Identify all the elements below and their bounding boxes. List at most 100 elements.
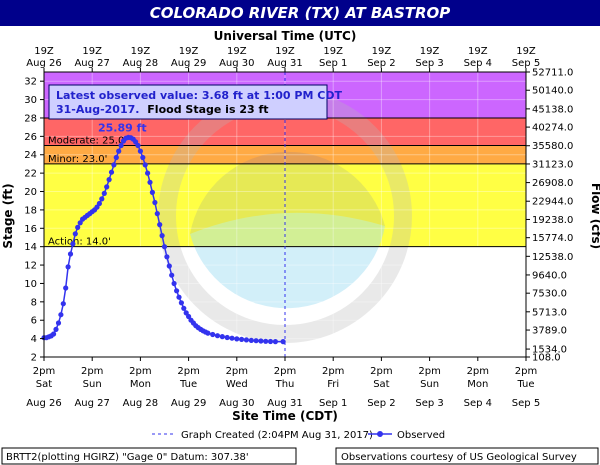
latest-observed-text: Latest observed value: 3.68 ft at 1:00 P… <box>56 89 342 102</box>
observed-point <box>145 170 151 176</box>
observed-point <box>113 154 119 161</box>
bottom-tick-date: Sep 3 <box>415 398 443 409</box>
top-tick-date: Aug 28 <box>123 58 158 69</box>
top-tick-date: Sep 5 <box>512 58 540 69</box>
flow-tick-label: 1534.0 <box>532 345 567 356</box>
bottom-tick-day: Fri <box>327 379 339 390</box>
top-tick-time: 19Z <box>131 46 151 57</box>
top-tick-date: Sep 1 <box>319 58 347 69</box>
top-tick-date: Aug 30 <box>219 58 254 69</box>
flow-tick-label: 5713.0 <box>532 307 567 318</box>
minor-flood-band <box>44 145 526 164</box>
flow-tick-label: 12538.0 <box>532 252 573 263</box>
observed-point <box>152 199 158 206</box>
stage-tick-label: 4 <box>31 334 37 345</box>
observed-point <box>65 264 71 270</box>
peak-label: 25.89 ft <box>98 121 147 134</box>
observed-point <box>147 179 153 185</box>
observed-point <box>267 338 274 345</box>
footer-datum: BRTT2(plotting HGIRZ) "Gage 0" Datum: 30… <box>6 452 249 463</box>
stage-tick-label: 16 <box>24 224 37 235</box>
flow-tick-label: 45138.0 <box>532 104 573 115</box>
bottom-tick-time: 2pm <box>370 366 392 377</box>
stage-tick-label: 2 <box>31 353 37 364</box>
bottom-tick-time: 2pm <box>129 366 151 377</box>
stage-tick-label: 30 <box>24 95 37 106</box>
observed-point <box>181 305 187 311</box>
top-tick-time: 19Z <box>82 46 102 57</box>
top-tick-date: Aug 31 <box>267 58 302 69</box>
stage-tick-label: 24 <box>24 150 37 161</box>
top-tick-time: 19Z <box>34 46 54 57</box>
stage-tick-label: 32 <box>24 77 37 88</box>
observed-point <box>164 254 170 260</box>
stage-axis-title: Stage (ft) <box>1 183 15 248</box>
observed-point <box>234 336 240 342</box>
observed-point <box>108 169 115 175</box>
observed-point <box>205 330 211 336</box>
flow-tick-label: 35580.0 <box>532 141 573 152</box>
title-bar <box>0 0 600 26</box>
top-tick-time: 19Z <box>468 46 488 57</box>
observed-point <box>171 280 177 287</box>
observed-point <box>210 331 216 338</box>
bottom-tick-time: 2pm <box>467 366 489 377</box>
stage-tick-label: 26 <box>24 132 37 143</box>
flow-tick-label: 3789.0 <box>532 326 567 337</box>
top-tick-time: 19Z <box>275 46 295 57</box>
flow-tick-label: 19238.0 <box>532 215 573 226</box>
observed-point <box>140 154 146 161</box>
bottom-tick-time: 2pm <box>515 366 537 377</box>
stage-tick-label: 20 <box>24 187 37 198</box>
stage-tick-label: 8 <box>31 297 37 308</box>
flow-tick-label: 31123.0 <box>532 159 573 170</box>
flow-tick-label: 108.0 <box>532 353 561 364</box>
observed-point <box>111 162 117 168</box>
observed-point <box>253 338 259 344</box>
bottom-tick-date: Aug 30 <box>219 398 254 409</box>
observed-point <box>166 263 172 269</box>
bottom-tick-date: Sep 2 <box>367 398 395 409</box>
flow-tick-label: 9640.0 <box>532 270 567 281</box>
bottom-tick-time: 2pm <box>177 366 199 377</box>
flood-label-action: Action: 14.0' <box>48 237 111 248</box>
observed-point <box>99 196 105 202</box>
latest-observed-date: 31-Aug-2017. <box>56 103 139 116</box>
top-tick-date: Aug 26 <box>26 58 61 69</box>
observed-point <box>58 312 64 318</box>
observed-point <box>53 326 59 332</box>
bottom-tick-day: Sun <box>420 379 439 390</box>
stage-tick-label: 10 <box>24 279 37 290</box>
observed-point <box>96 200 102 207</box>
observed-point <box>104 184 110 190</box>
legend: Graph Created (2:04PM Aug 31, 2017) Obse… <box>152 430 445 441</box>
observed-point <box>224 334 230 341</box>
flow-tick-label: 50140.0 <box>532 86 573 97</box>
observed-point <box>219 334 225 340</box>
bottom-tick-date: Sep 1 <box>319 398 347 409</box>
observed-point <box>149 189 155 195</box>
flow-tick-label: 52711.0 <box>532 68 573 79</box>
bottom-tick-date: Aug 27 <box>74 398 109 409</box>
bottom-tick-date: Aug 28 <box>123 398 158 409</box>
bottom-tick-date: Sep 5 <box>512 398 540 409</box>
observed-point <box>60 301 66 307</box>
bottom-tick-date: Aug 26 <box>26 398 61 409</box>
observed-point <box>159 233 165 239</box>
observed-point <box>135 142 141 149</box>
observation-box: Latest observed value: 3.68 ft at 1:00 P… <box>48 84 342 120</box>
observed-point <box>161 244 168 250</box>
stage-tick-label: 6 <box>31 316 37 327</box>
observed-point <box>229 335 235 341</box>
flow-tick-label: 26908.0 <box>532 178 573 189</box>
observed-point <box>137 148 143 154</box>
flood-label-minor: Minor: 23.0' <box>48 154 107 165</box>
bottom-tick-time: 2pm <box>81 366 103 377</box>
observed-point <box>243 337 249 343</box>
observed-point <box>51 331 57 337</box>
observed-point <box>248 337 254 343</box>
observed-point <box>214 333 221 339</box>
observed-point <box>169 272 175 278</box>
